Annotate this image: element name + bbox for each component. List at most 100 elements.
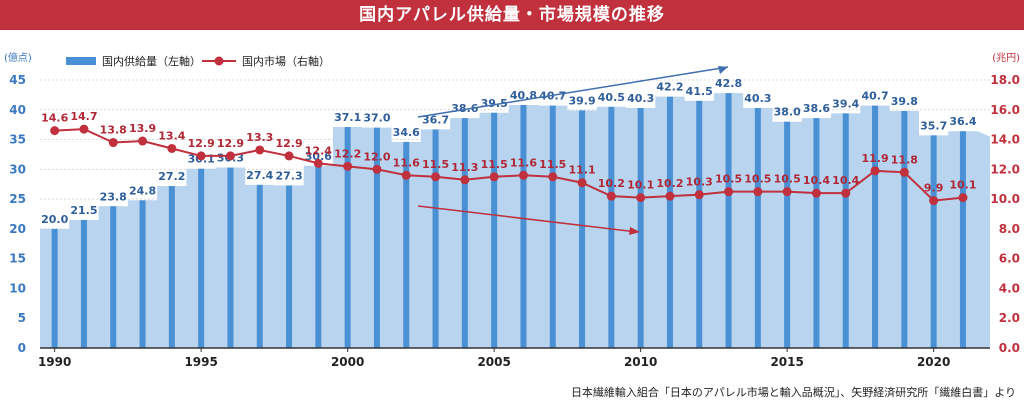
supply-data-label: 40.7	[539, 90, 566, 103]
left-axis-unit: (億点)	[4, 51, 32, 64]
market-data-label: 11.6	[510, 156, 537, 169]
market-data-label: 14.6	[41, 112, 68, 125]
market-data-label: 11.5	[481, 158, 508, 171]
supply-bar	[344, 127, 351, 348]
market-data-label: 10.5	[715, 173, 742, 186]
right-tick-label: 2.0	[999, 311, 1020, 325]
supply-data-label: 39.4	[832, 97, 859, 110]
market-data-label: 10.1	[627, 179, 654, 192]
market-data-label: 10.2	[656, 177, 683, 190]
right-axis-unit: (兆円)	[992, 52, 1020, 64]
supply-data-label: 20.0	[41, 213, 68, 226]
supply-bar	[256, 184, 263, 348]
left-tick-label: 0	[18, 341, 26, 355]
supply-bar	[754, 107, 761, 348]
x-tick-label: 1990	[38, 355, 71, 369]
left-tick-label: 25	[9, 192, 26, 206]
market-data-label: 12.9	[217, 137, 244, 150]
supply-bar	[872, 105, 879, 348]
market-point	[899, 167, 909, 177]
left-tick-label: 30	[9, 162, 26, 176]
x-tick-label: 2020	[917, 355, 950, 369]
right-tick-label: 16.0	[990, 103, 1020, 117]
left-tick-label: 10	[9, 281, 26, 295]
market-data-label: 12.9	[275, 137, 302, 150]
left-tick-label: 45	[9, 73, 26, 87]
legend-label-supply: 国内供給量（左軸）	[102, 54, 201, 68]
supply-bar	[608, 106, 615, 348]
market-point	[431, 172, 441, 182]
supply-bar	[549, 105, 556, 348]
right-tick-label: 12.0	[990, 162, 1020, 176]
supply-bar	[51, 228, 58, 348]
right-tick-label: 6.0	[999, 252, 1020, 266]
market-point	[753, 187, 763, 197]
market-point	[343, 161, 353, 171]
market-point	[50, 126, 60, 136]
supply-bar	[139, 200, 146, 348]
market-data-label: 9.9	[924, 182, 944, 195]
market-data-label: 12.2	[334, 147, 361, 160]
market-data-label: 12.9	[188, 137, 215, 150]
left-tick-label: 40	[9, 103, 26, 117]
market-point	[79, 124, 89, 134]
supply-data-label: 27.3	[275, 169, 302, 182]
market-data-label: 11.1	[568, 164, 595, 177]
left-tick-label: 5	[18, 311, 26, 325]
market-data-label: 13.4	[158, 129, 185, 142]
supply-bar	[842, 113, 849, 349]
supply-data-label: 38.6	[451, 102, 478, 115]
supply-bar	[168, 186, 175, 348]
market-point	[460, 175, 470, 185]
supply-bar	[286, 185, 293, 348]
market-point	[489, 172, 499, 182]
market-point	[841, 188, 851, 198]
right-tick-label: 10.0	[990, 192, 1020, 206]
market-line	[54, 128, 964, 202]
supply-data-label: 36.4	[949, 115, 976, 128]
supply-bar	[959, 131, 966, 348]
market-data-label: 11.5	[539, 158, 566, 171]
supply-area	[40, 93, 990, 348]
market-point	[548, 172, 558, 182]
x-tick-label: 1995	[184, 355, 217, 369]
supply-bar	[461, 118, 468, 348]
supply-data-label: 30.6	[305, 150, 332, 163]
supply-data-label: 24.8	[129, 184, 156, 197]
supply-data-label: 39.8	[891, 95, 918, 108]
market-data-label: 12.4	[305, 144, 332, 157]
legend-marker-market	[214, 56, 224, 66]
supply-data-label: 37.0	[363, 112, 390, 125]
supply-data-label: 27.4	[246, 169, 273, 182]
supply-data-label: 40.5	[598, 91, 625, 104]
upward-trend-arrowhead	[718, 66, 728, 74]
market-point	[694, 190, 704, 200]
market-point	[401, 170, 411, 180]
supply-bar	[403, 141, 410, 348]
supply-bar	[784, 121, 791, 348]
market-data-label: 10.3	[686, 176, 713, 189]
right-tick-label: 14.0	[990, 133, 1020, 147]
market-point	[929, 196, 939, 206]
supply-data-label: 21.5	[70, 204, 97, 217]
right-tick-label: 0.0	[999, 341, 1020, 355]
supply-data-label: 38.0	[774, 106, 801, 119]
supply-data-label: 40.3	[744, 92, 771, 105]
market-point	[958, 193, 968, 203]
upward-trend-arrow	[417, 66, 729, 118]
supply-bar	[432, 129, 439, 348]
supply-bar	[666, 96, 673, 348]
right-tick-label: 8.0	[999, 222, 1020, 236]
supply-bar	[315, 165, 322, 348]
supply-data-label: 38.6	[803, 102, 830, 115]
supply-data-label: 42.2	[656, 81, 683, 94]
supply-bar	[198, 168, 205, 348]
x-tick-label: 2000	[331, 355, 364, 369]
market-data-label: 14.7	[70, 110, 97, 123]
supply-data-label: 40.3	[627, 92, 654, 105]
market-data-label: 11.9	[861, 152, 888, 165]
supply-data-label: 23.8	[100, 190, 127, 203]
market-data-label: 11.5	[422, 158, 449, 171]
supply-bar	[80, 219, 87, 348]
supply-bar	[491, 112, 498, 348]
